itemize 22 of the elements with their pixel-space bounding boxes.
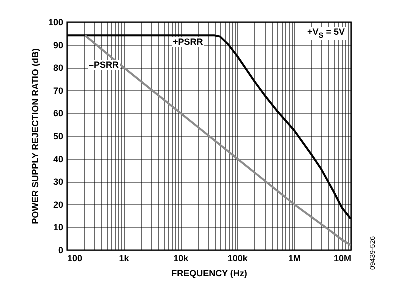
- x-tick-label: 100: [68, 254, 83, 264]
- x-tick-label: 10k: [174, 254, 190, 264]
- x-axis-title: FREQUENCY (Hz): [172, 268, 248, 278]
- y-tick-label: 20: [53, 200, 64, 210]
- y-tick-label: 0: [58, 246, 64, 256]
- annotation: +PSRR: [172, 37, 204, 47]
- y-tick-label: 10: [53, 222, 64, 233]
- x-tick-label: 100k: [228, 254, 249, 264]
- y-tick-label: 70: [53, 86, 64, 96]
- annotation: +V$_{S}$ = 5V: [305, 27, 347, 40]
- x-tick-label: 10M: [334, 254, 352, 264]
- y-axis-title: POWER SUPPLY REJECTION RATIO (dB): [30, 48, 40, 224]
- y-tick-label: 60: [53, 108, 64, 119]
- y-tick-label: 50: [53, 132, 64, 142]
- x-tick-label: 1k: [119, 254, 130, 264]
- y-tick-label: 30: [53, 177, 64, 188]
- y-tick-label: 90: [53, 40, 64, 50]
- y-tick-label: 100: [48, 18, 64, 28]
- x-tick-label: 1M: [288, 254, 301, 264]
- y-tick-label: 40: [53, 154, 64, 164]
- y-tick-label: 80: [53, 63, 64, 74]
- annotation: –PSRR: [88, 60, 120, 70]
